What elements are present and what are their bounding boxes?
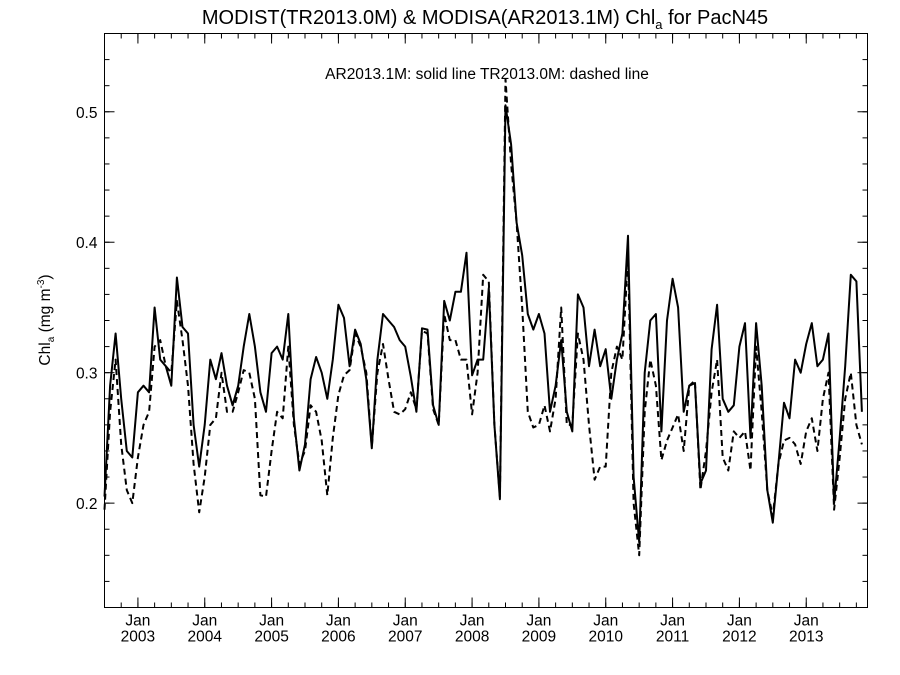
x-tick-month-label: Jan [192,613,217,630]
x-tick-month-label: Jan [593,613,618,630]
x-tick-year-label: 2003 [121,629,155,646]
x-tick-year-label: 2010 [588,629,623,646]
y-axis-label: Chla (mg m-3) [36,274,57,365]
x-tick-year-label: 2007 [388,629,422,646]
x-tick-year-label: 2012 [722,629,756,646]
series-line-tr2013-0m [103,78,863,557]
y-tick-label: 0.3 [76,366,98,383]
x-tick-month-label: Jan [526,613,551,630]
x-tick-month-label: Jan [460,613,485,630]
x-tick-month-label: Jan [259,613,284,630]
x-tick-year-label: 2013 [789,629,823,646]
x-tick-month-label: Jan [727,613,752,630]
x-tick-year-label: 2004 [188,629,223,646]
x-tick-month-label: Jan [393,613,418,630]
x-tick-year-label: 2008 [455,629,489,646]
y-tick-label: 0.4 [76,235,98,252]
series-lines [103,78,863,557]
x-tick-month-label: Jan [125,613,150,630]
x-tick-month-label: Jan [660,613,685,630]
x-tick-year-label: 2006 [321,629,355,646]
series-annotation: AR2013.1M: solid line TR2013.0M: dashed … [325,66,649,83]
x-tick-year-label: 2011 [656,629,689,646]
x-tick-month-label: Jan [326,613,351,630]
x-tick-year-label: 2009 [522,629,556,646]
x-tick-year-label: 2005 [254,629,288,646]
y-tick-label: 0.5 [76,105,98,122]
axis-tick-labels: 0.20.30.40.5Jan2003Jan2004Jan2005Jan2006… [76,105,824,646]
x-tick-month-label: Jan [794,613,819,630]
axis-ticks [104,33,868,608]
series-line-ar2013-1m [103,104,863,544]
y-tick-label: 0.2 [76,496,98,513]
chart-title: MODIST(TR2013.0M) & MODISA(AR2013.1M) Ch… [202,7,768,32]
